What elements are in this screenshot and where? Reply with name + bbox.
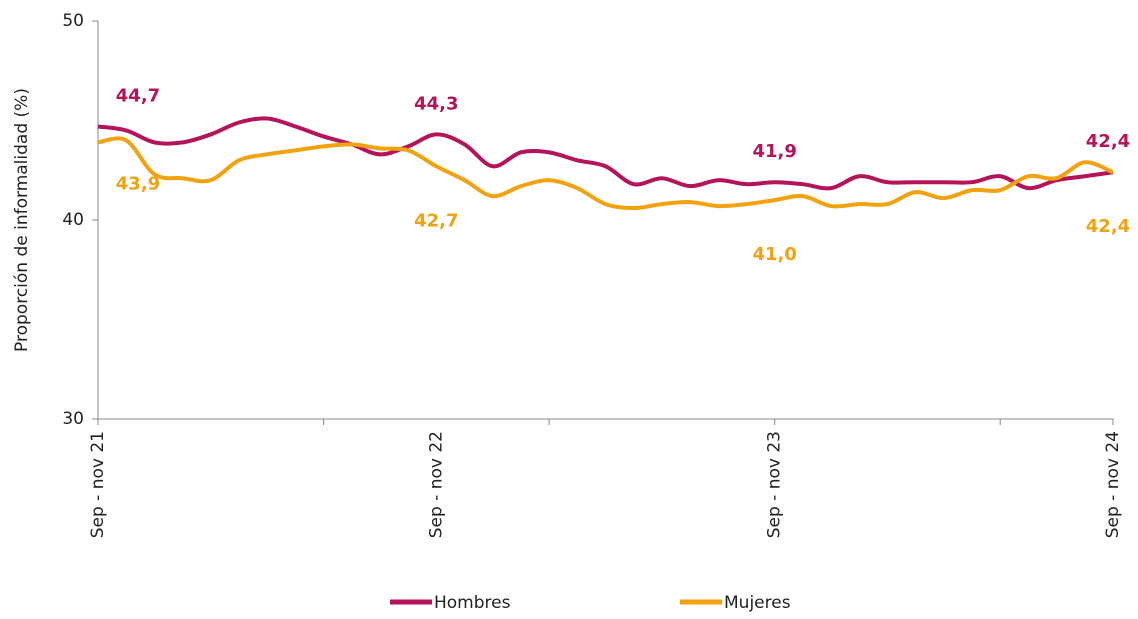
value-label: 41,9 bbox=[752, 141, 796, 162]
legend-label: Mujeres bbox=[724, 593, 791, 613]
value-label: 44,7 bbox=[116, 85, 160, 106]
series-line bbox=[97, 136, 1114, 211]
value-label: 43,9 bbox=[116, 173, 160, 194]
y-tick-label: 40 bbox=[62, 210, 84, 230]
x-tick-label: Sep - nov 24 bbox=[1103, 431, 1123, 538]
x-tick-label: Sep - nov 21 bbox=[88, 431, 108, 538]
value-label: 41,0 bbox=[752, 244, 796, 265]
x-tick-label: Sep - nov 23 bbox=[765, 431, 785, 538]
y-tick-label: 50 bbox=[62, 11, 84, 31]
series-line bbox=[97, 116, 1114, 191]
value-label: 42,4 bbox=[1086, 216, 1130, 237]
value-label: 42,7 bbox=[414, 210, 458, 231]
legend-label: Hombres bbox=[434, 593, 511, 613]
y-tick-label: 30 bbox=[62, 409, 84, 429]
value-label: 44,3 bbox=[414, 93, 458, 114]
x-tick-label: Sep - nov 22 bbox=[426, 431, 446, 538]
value-label: 42,4 bbox=[1086, 131, 1130, 152]
y-axis-label: Proporción de informalidad (%) bbox=[12, 88, 32, 352]
